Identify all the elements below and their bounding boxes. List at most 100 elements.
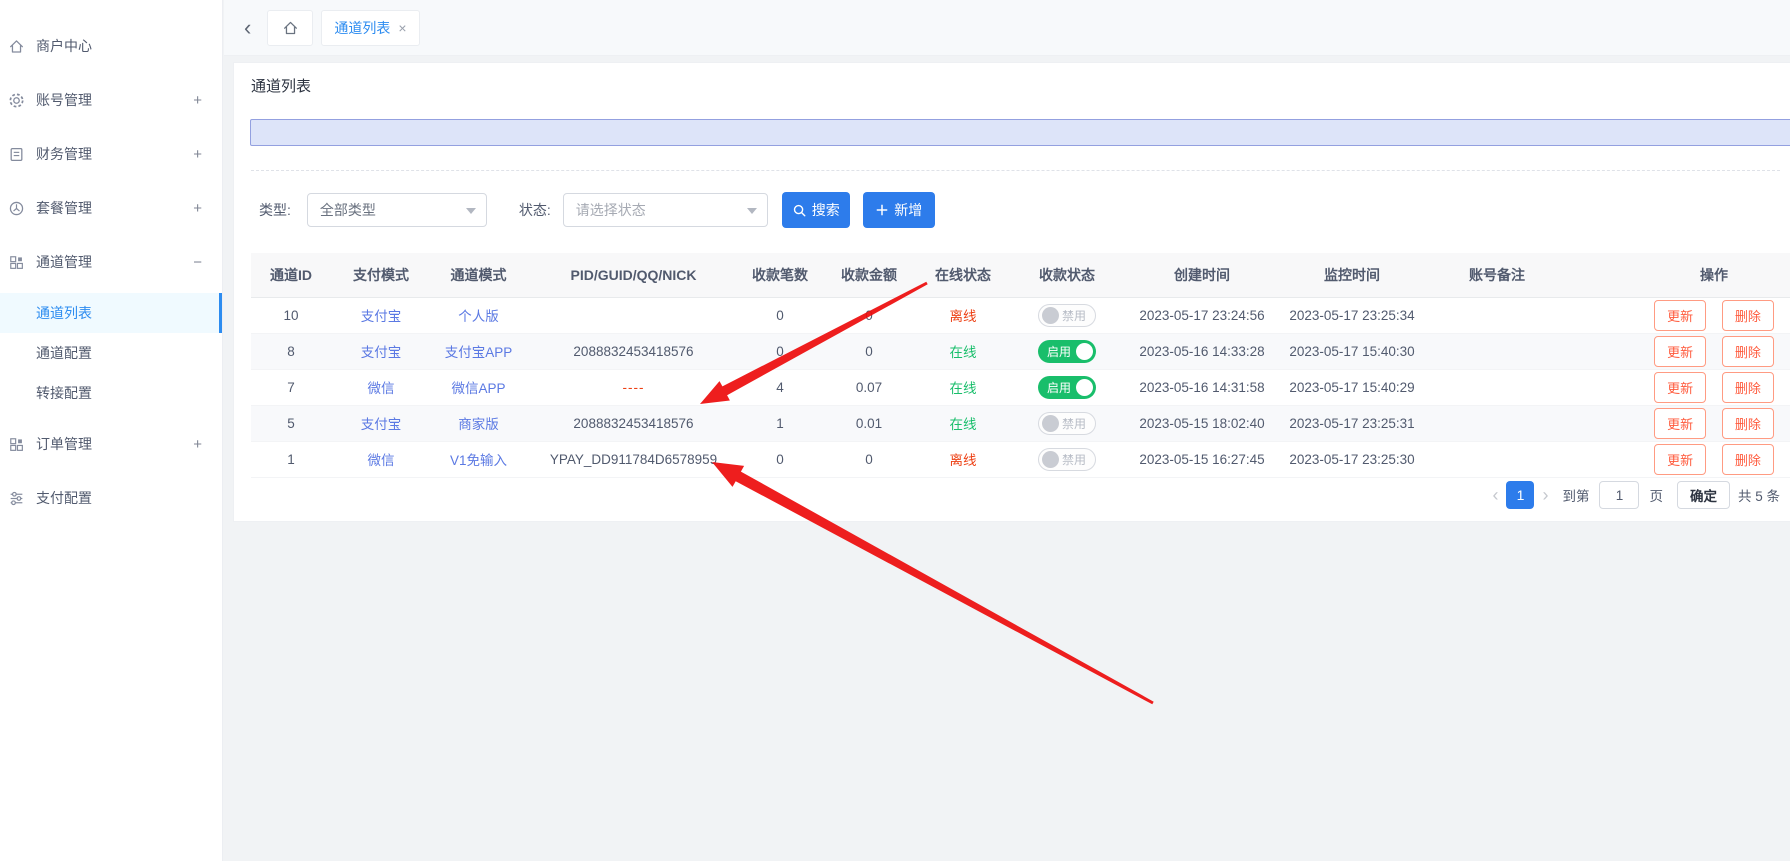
total-count-label: 共 5 条 bbox=[1737, 489, 1780, 504]
update-button[interactable]: 更新 bbox=[1654, 335, 1707, 367]
delete-button[interactable]: 删除 bbox=[1721, 299, 1774, 331]
update-button[interactable]: 更新 bbox=[1654, 407, 1707, 439]
cell-created-time: 2023-05-16 14:31:58 bbox=[1127, 369, 1277, 406]
toggle-knob bbox=[1042, 306, 1059, 324]
receive-status-toggle[interactable]: 禁用 bbox=[1038, 303, 1096, 327]
collapse-minus-icon[interactable]: − bbox=[193, 253, 202, 271]
channel-mode-link[interactable]: 微信APP bbox=[451, 381, 506, 396]
sidebar-item-channel-config[interactable]: 通道配置 bbox=[0, 333, 222, 373]
table-row: 7 微信 微信APP ---- 4 0.07 在线 启用 2023-05-16 … bbox=[251, 369, 1790, 406]
close-icon[interactable]: × bbox=[398, 19, 407, 36]
cell-channel-id: 8 bbox=[251, 333, 331, 370]
sidebar-item-payment-config[interactable]: 支付配置 bbox=[0, 471, 222, 525]
column-header-online-status: 在线状态 bbox=[919, 253, 1007, 298]
main-content: ‹ 通道列表 × 通道列表 类型: 全部类型 状态: 请选择状态 搜索 bbox=[224, 0, 1790, 861]
cell-channel-id: 5 bbox=[251, 405, 331, 442]
next-page-icon[interactable]: › bbox=[1542, 485, 1549, 505]
notice-bar[interactable] bbox=[250, 119, 1790, 146]
column-header-monitor-time: 监控时间 bbox=[1277, 253, 1427, 298]
prev-page-icon[interactable]: ‹ bbox=[1492, 485, 1499, 505]
cell-created-time: 2023-05-15 18:02:40 bbox=[1127, 405, 1277, 442]
expand-plus-icon[interactable]: + bbox=[193, 435, 202, 453]
status-select-placeholder: 请选择状态 bbox=[575, 202, 646, 218]
cell-bill-count: 4 bbox=[741, 369, 819, 406]
pay-mode-link[interactable]: 支付宝 bbox=[360, 417, 402, 432]
grid-icon bbox=[8, 436, 25, 453]
update-button[interactable]: 更新 bbox=[1654, 371, 1707, 403]
confirm-button[interactable]: 确定 bbox=[1676, 481, 1730, 509]
sidebar-item-order-management[interactable]: 订单管理 + bbox=[0, 417, 222, 471]
receive-status-toggle[interactable]: 禁用 bbox=[1038, 447, 1096, 471]
column-header-remark: 账号备注 bbox=[1427, 253, 1567, 298]
toggle-label: 禁用 bbox=[1061, 308, 1086, 323]
add-button[interactable]: 新增 bbox=[862, 192, 935, 228]
column-header-pay-mode: 支付模式 bbox=[331, 253, 431, 298]
toggle-knob bbox=[1076, 342, 1093, 360]
pay-mode-link[interactable]: 微信 bbox=[367, 453, 395, 468]
back-chevron-icon[interactable]: ‹ bbox=[244, 14, 252, 40]
sidebar: 商户中心 账号管理 + 财务管理 + 套餐管理 + 通道管理 − 通道列表 通道… bbox=[0, 0, 223, 861]
delete-button[interactable]: 删除 bbox=[1721, 407, 1774, 439]
cell-remark bbox=[1427, 441, 1567, 478]
toggle-knob bbox=[1042, 450, 1059, 468]
home-tab[interactable] bbox=[267, 9, 314, 46]
cell-created-time: 2023-05-17 23:24:56 bbox=[1127, 297, 1277, 334]
channel-mode-link[interactable]: 支付宝APP bbox=[444, 345, 513, 360]
delete-button[interactable]: 删除 bbox=[1721, 443, 1774, 475]
sidebar-subitem-label: 通道配置 bbox=[36, 345, 92, 361]
channel-mode-link[interactable]: V1免输入 bbox=[449, 453, 507, 468]
channel-mode-link[interactable]: 商家版 bbox=[458, 417, 499, 432]
tab-channel-list[interactable]: 通道列表 × bbox=[321, 9, 420, 46]
search-icon bbox=[793, 204, 806, 216]
sidebar-item-channel-list[interactable]: 通道列表 bbox=[0, 293, 222, 333]
table-row: 10 支付宝 个人版 0 0 离线 禁用 2023-05-17 23:24:56… bbox=[251, 297, 1790, 334]
cell-channel-id: 10 bbox=[251, 297, 331, 334]
receive-status-toggle[interactable]: 启用 bbox=[1038, 339, 1096, 363]
tab-bar: ‹ 通道列表 × bbox=[224, 0, 1790, 56]
table-row: 1 微信 V1免输入 YPAY_DD911784D6578959 0 0 离线 … bbox=[251, 441, 1790, 478]
sidebar-item-label: 套餐管理 bbox=[36, 200, 92, 216]
type-select[interactable]: 全部类型 bbox=[306, 193, 487, 227]
grid-icon bbox=[8, 254, 25, 271]
sidebar-item-channel-management[interactable]: 通道管理 − bbox=[0, 235, 222, 289]
toggle-knob bbox=[1042, 414, 1059, 432]
online-status-badge: 在线 bbox=[919, 333, 1007, 370]
expand-plus-icon[interactable]: + bbox=[193, 145, 202, 163]
page-button-1[interactable]: 1 bbox=[1506, 481, 1535, 509]
receive-status-toggle[interactable]: 启用 bbox=[1038, 375, 1096, 399]
filter-row: 类型: 全部类型 状态: 请选择状态 搜索 新增 bbox=[259, 192, 935, 228]
sidebar-item-account-management[interactable]: 账号管理 + bbox=[0, 73, 222, 127]
page-jump-input[interactable] bbox=[1599, 481, 1640, 509]
plus-icon bbox=[877, 204, 888, 216]
pay-mode-link[interactable]: 支付宝 bbox=[360, 309, 402, 324]
pay-mode-link[interactable]: 支付宝 bbox=[360, 345, 402, 360]
sidebar-item-transfer-config[interactable]: 转接配置 bbox=[0, 373, 222, 413]
status-select[interactable]: 请选择状态 bbox=[562, 193, 768, 227]
sidebar-item-label: 订单管理 bbox=[36, 436, 92, 452]
update-button[interactable]: 更新 bbox=[1654, 443, 1707, 475]
cell-monitor-time: 2023-05-17 23:25:31 bbox=[1277, 405, 1427, 442]
delete-button[interactable]: 删除 bbox=[1721, 371, 1774, 403]
update-button[interactable]: 更新 bbox=[1654, 299, 1707, 331]
toggle-label: 启用 bbox=[1047, 380, 1072, 395]
expand-plus-icon[interactable]: + bbox=[193, 91, 202, 109]
cell-bill-count: 0 bbox=[741, 441, 819, 478]
cell-monitor-time: 2023-05-17 23:25:30 bbox=[1277, 441, 1427, 478]
cell-pid: 2088832453418576 bbox=[526, 405, 741, 442]
delete-button[interactable]: 删除 bbox=[1721, 335, 1774, 367]
cell-pid: YPAY_DD911784D6578959 bbox=[526, 441, 741, 478]
online-status-badge: 离线 bbox=[919, 297, 1007, 334]
cell-created-time: 2023-05-16 14:33:28 bbox=[1127, 333, 1277, 370]
home-icon bbox=[282, 19, 299, 37]
channel-mode-link[interactable]: 个人版 bbox=[458, 309, 499, 324]
expand-plus-icon[interactable]: + bbox=[193, 199, 202, 217]
sidebar-subitem-label: 通道列表 bbox=[36, 305, 92, 321]
sidebar-item-package-management[interactable]: 套餐管理 + bbox=[0, 181, 222, 235]
separator bbox=[251, 170, 1780, 171]
sidebar-item-merchant-center[interactable]: 商户中心 bbox=[0, 19, 222, 73]
pay-mode-link[interactable]: 微信 bbox=[367, 381, 395, 396]
search-button[interactable]: 搜索 bbox=[781, 192, 850, 228]
receive-status-toggle[interactable]: 禁用 bbox=[1038, 411, 1096, 435]
sidebar-item-finance-management[interactable]: 财务管理 + bbox=[0, 127, 222, 181]
chevron-down-icon bbox=[465, 208, 476, 214]
